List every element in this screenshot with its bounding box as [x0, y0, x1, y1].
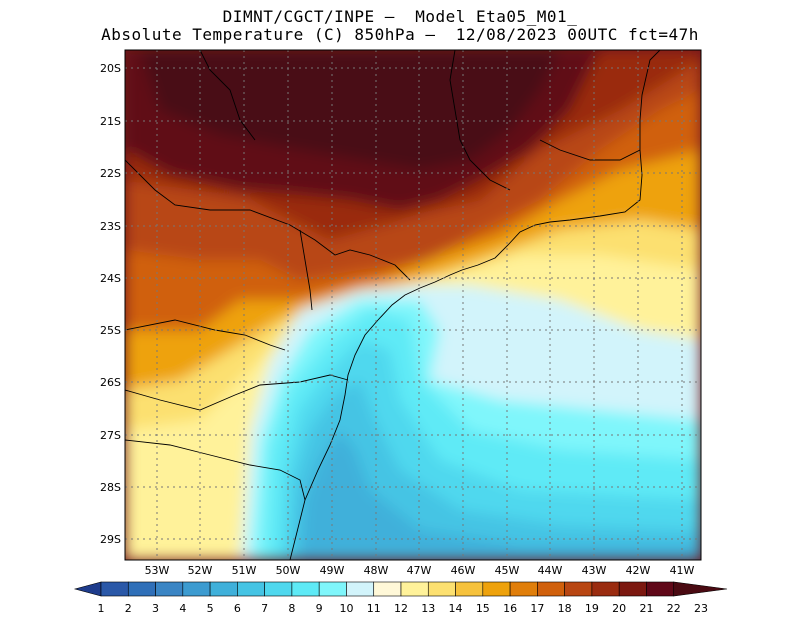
- colorbar-label: 12: [394, 602, 408, 615]
- colorbar-label: 2: [125, 602, 132, 615]
- lon-label: 53W: [145, 564, 170, 577]
- colorbar-swatch: [618, 581, 647, 597]
- lat-label: 22S: [100, 167, 121, 180]
- colorbar-swatch: [646, 581, 675, 597]
- colorbar-swatch: [237, 581, 265, 597]
- colorbar-swatch: [591, 581, 620, 597]
- lat-label: 21S: [100, 115, 121, 128]
- colorbar-arrow-low: [73, 581, 102, 597]
- colorbar-swatch: [400, 581, 429, 597]
- colorbar-label: 13: [421, 602, 435, 615]
- colorbar: 1 2 3 4 5 6 7 8 9 10 11 12 13 14 15 16 17 18 19 20 21 22 23: [73, 581, 728, 615]
- grid: [125, 50, 701, 560]
- colorbar-label: 17: [530, 602, 544, 615]
- colorbar-swatch: [182, 581, 211, 597]
- colorbar-label: 20: [612, 602, 626, 615]
- colorbar-label: 22: [667, 602, 681, 615]
- colorbar-swatch: [291, 581, 320, 597]
- map-title: DIMNT/CGCT/INPE – Model Eta05_M01_: [222, 7, 578, 26]
- lon-label: 50W: [276, 564, 301, 577]
- map-subtitle: Absolute Temperature (C) 850hPa – 12/08/…: [101, 25, 699, 44]
- lon-label: 45W: [495, 564, 520, 577]
- colorbar-label: 4: [179, 602, 186, 615]
- colorbar-label: 9: [316, 602, 323, 615]
- colorbar-swatch: [264, 581, 293, 597]
- colorbar-label: 11: [367, 602, 381, 615]
- colorbar-swatch: [346, 581, 375, 597]
- colorbar-swatch: [155, 581, 184, 597]
- colorbar-swatch: [537, 581, 565, 597]
- colorbar-swatch: [455, 581, 484, 597]
- lat-label: 20S: [100, 62, 121, 75]
- lon-label: 49W: [320, 564, 345, 577]
- colorbar-label: 16: [503, 602, 517, 615]
- colorbar-label: 5: [207, 602, 214, 615]
- colorbar-label: 18: [558, 602, 572, 615]
- lon-label: 52W: [188, 564, 213, 577]
- colorbar-label: 6: [234, 602, 241, 615]
- coastline: [125, 50, 661, 560]
- colorbar-label: 1: [98, 602, 105, 615]
- colorbar-swatch: [482, 581, 511, 597]
- lat-label: 27S: [100, 429, 121, 442]
- lat-label: 25S: [100, 324, 121, 337]
- lat-label: 28S: [100, 481, 121, 494]
- lat-label: 26S: [100, 376, 121, 389]
- colorbar-swatch: [373, 581, 402, 597]
- lat-label: 23S: [100, 220, 121, 233]
- lon-label: 43W: [582, 564, 607, 577]
- map-frame: [124, 49, 702, 561]
- colorbar-label: 21: [639, 602, 653, 615]
- colorbar-arrow-high: [673, 581, 728, 597]
- colorbar-swatch: [209, 581, 238, 597]
- lat-label: 24S: [100, 272, 121, 285]
- colorbar-swatch: [127, 581, 156, 597]
- colorbar-swatch: [318, 581, 347, 597]
- colorbar-swatch: [427, 581, 456, 597]
- colorbar-label: 19: [585, 602, 599, 615]
- lon-label: 41W: [670, 564, 695, 577]
- colorbar-swatch: [100, 581, 129, 597]
- lon-label: 42W: [626, 564, 651, 577]
- temperature-field: [125, 50, 701, 560]
- lon-label: 44W: [538, 564, 563, 577]
- colorbar-label: 15: [476, 602, 490, 615]
- lon-label: 47W: [407, 564, 432, 577]
- colorbar-label: 8: [288, 602, 295, 615]
- colorbar-swatch: [564, 581, 593, 597]
- longitude-axis: 53W 52W 51W 50W 49W 48W 47W 46W 45W 44W …: [145, 564, 695, 577]
- colorbar-label: 14: [449, 602, 463, 615]
- lon-label: 51W: [232, 564, 257, 577]
- colorbar-label: 10: [339, 602, 353, 615]
- colorbar-label: 23: [694, 602, 708, 615]
- colorbar-label: 3: [152, 602, 159, 615]
- latitude-axis: 20S 21S 22S 23S 24S 25S 26S 27S 28S 29S: [100, 62, 121, 546]
- colorbar-swatch: [509, 581, 538, 597]
- lon-label: 46W: [451, 564, 476, 577]
- lat-label: 29S: [100, 533, 121, 546]
- colorbar-label: 7: [261, 602, 268, 615]
- lon-label: 48W: [364, 564, 389, 577]
